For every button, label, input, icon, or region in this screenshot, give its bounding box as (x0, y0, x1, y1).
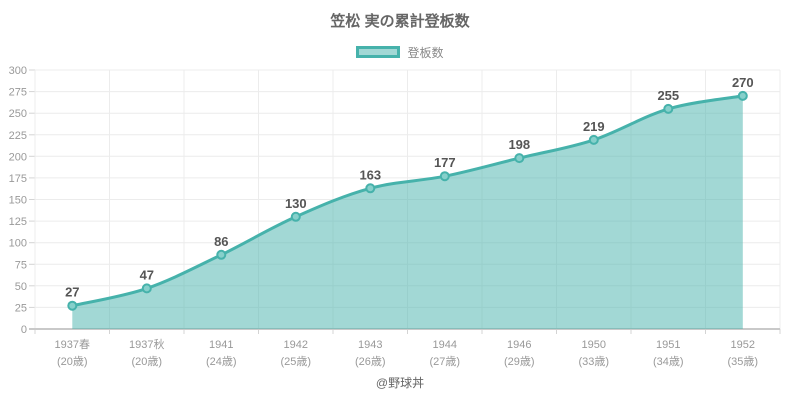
y-tick-label: 200 (9, 151, 27, 163)
data-point-marker[interactable] (216, 249, 227, 260)
data-point-label: 219 (583, 119, 605, 134)
x-age-label: (33歳) (579, 355, 610, 368)
x-category-label: 1937春 (55, 338, 90, 351)
x-age-label: (29歳) (504, 355, 535, 368)
legend-swatch (356, 46, 401, 58)
y-tick-label: 225 (9, 130, 27, 142)
data-point-label: 163 (359, 167, 381, 182)
x-age-label: (35歳) (728, 355, 759, 368)
data-point-label: 177 (434, 155, 456, 170)
data-point-label: 255 (657, 88, 679, 103)
data-point-marker[interactable] (365, 183, 376, 194)
data-point-marker[interactable] (514, 153, 525, 164)
data-point-label: 130 (285, 196, 307, 211)
y-tick-label: 0 (21, 324, 27, 336)
data-point-marker[interactable] (663, 103, 674, 114)
data-point-marker[interactable] (290, 211, 301, 222)
y-tick-label: 25 (15, 302, 27, 314)
series-area-fill (72, 95, 743, 330)
x-age-label: (20歳) (57, 355, 88, 368)
x-age-label: (20歳) (132, 355, 163, 368)
chart-title: 笠松 実の累計登板数 (330, 13, 470, 30)
y-tick-label: 175 (9, 173, 27, 185)
data-point-label: 86 (214, 234, 228, 249)
data-point-label: 47 (140, 267, 154, 282)
data-point-label: 27 (65, 285, 79, 300)
x-age-label: (34歳) (653, 355, 684, 368)
y-tick-label: 100 (9, 238, 27, 250)
series-line (70, 94, 745, 308)
y-tick-label: 300 (9, 65, 27, 77)
y-tick-label: 150 (9, 195, 27, 207)
y-tick-label: 275 (9, 87, 27, 99)
data-point-label: 198 (508, 137, 530, 152)
x-age-label: (25歳) (281, 355, 312, 368)
x-category-label: 1941 (209, 339, 233, 351)
legend-label: 登板数 (407, 45, 444, 60)
x-category-label: 1942 (284, 339, 308, 351)
y-tick-label: 250 (9, 108, 27, 120)
data-point-marker[interactable] (141, 283, 152, 294)
x-category-label: 1950 (582, 339, 606, 351)
x-category-label: 1937秋 (129, 337, 164, 351)
y-tick-label: 75 (15, 259, 27, 271)
data-point-marker[interactable] (737, 90, 748, 101)
legend-item[interactable]: 登板数 (0, 44, 800, 60)
x-category-label: 1946 (507, 339, 531, 351)
x-age-label: (24歳) (206, 355, 237, 368)
x-category-label: 1952 (731, 339, 755, 351)
y-tick-label: 50 (15, 281, 27, 293)
footer-credit: @野球丼 (375, 376, 425, 390)
x-category-label: 1951 (656, 339, 680, 351)
data-point-marker[interactable] (588, 134, 599, 145)
data-point-marker[interactable] (67, 300, 78, 311)
x-category-label: 1943 (358, 339, 382, 351)
data-point-label: 270 (732, 75, 754, 90)
y-tick-label: 125 (9, 216, 27, 228)
x-category-label: 1944 (433, 339, 457, 351)
data-point-marker[interactable] (439, 171, 450, 182)
x-age-label: (27歳) (430, 355, 461, 368)
x-age-label: (26歳) (355, 355, 386, 368)
